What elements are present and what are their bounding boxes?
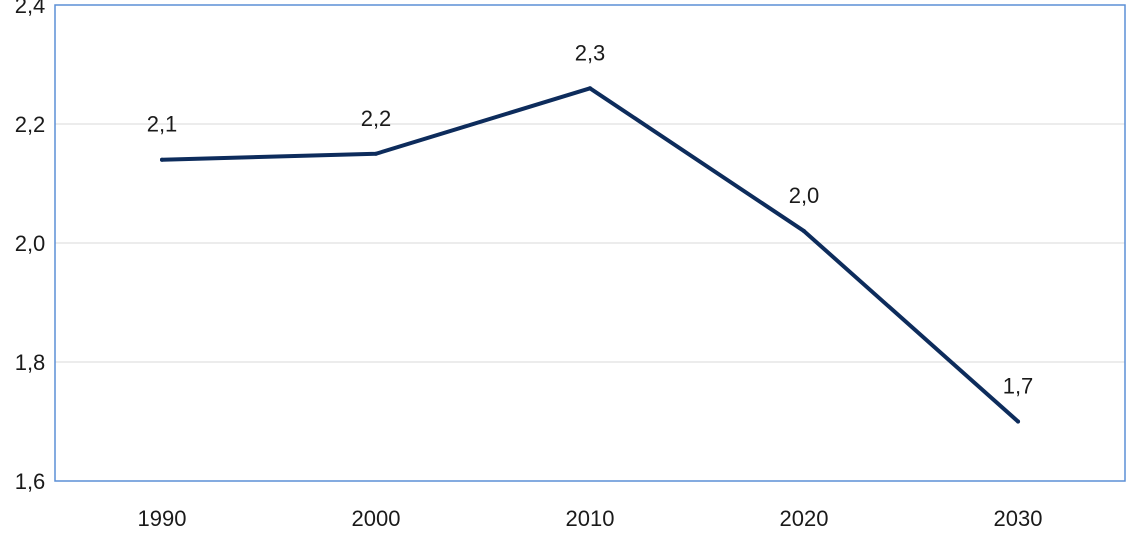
y-tick-label: 2,0 [15, 231, 46, 256]
data-label: 2,3 [575, 40, 606, 65]
data-point [588, 86, 592, 91]
data-label: 2,2 [361, 106, 392, 131]
data-point [802, 229, 806, 234]
x-tick-label: 2030 [994, 506, 1043, 531]
x-tick-label: 1990 [138, 506, 187, 531]
data-label: 1,7 [1003, 374, 1034, 399]
plot-area-frame [54, 4, 1126, 482]
x-tick-label: 2010 [566, 506, 615, 531]
data-labels: 2,1 2,2 2,3 2,0 1,7 [147, 40, 1034, 398]
y-tick-label: 2,2 [15, 112, 46, 137]
y-axis-tick-labels: 1,6 1,8 2,0 2,2 2,4 [15, 0, 46, 494]
data-points [160, 86, 1020, 424]
y-tick-label: 1,6 [15, 469, 46, 494]
series-line [160, 86, 1020, 424]
y-tick-label: 1,8 [15, 350, 46, 375]
x-tick-label: 2020 [780, 506, 829, 531]
data-label: 2,1 [147, 112, 178, 137]
y-tick-label: 2,4 [15, 0, 46, 18]
data-label: 2,0 [789, 183, 820, 208]
data-point [374, 151, 378, 156]
x-axis-tick-labels: 1990 2000 2010 2020 2030 [138, 506, 1043, 531]
x-tick-label: 2000 [352, 506, 401, 531]
data-point [160, 157, 164, 162]
data-point [1016, 419, 1020, 424]
gridlines [55, 123, 1125, 363]
